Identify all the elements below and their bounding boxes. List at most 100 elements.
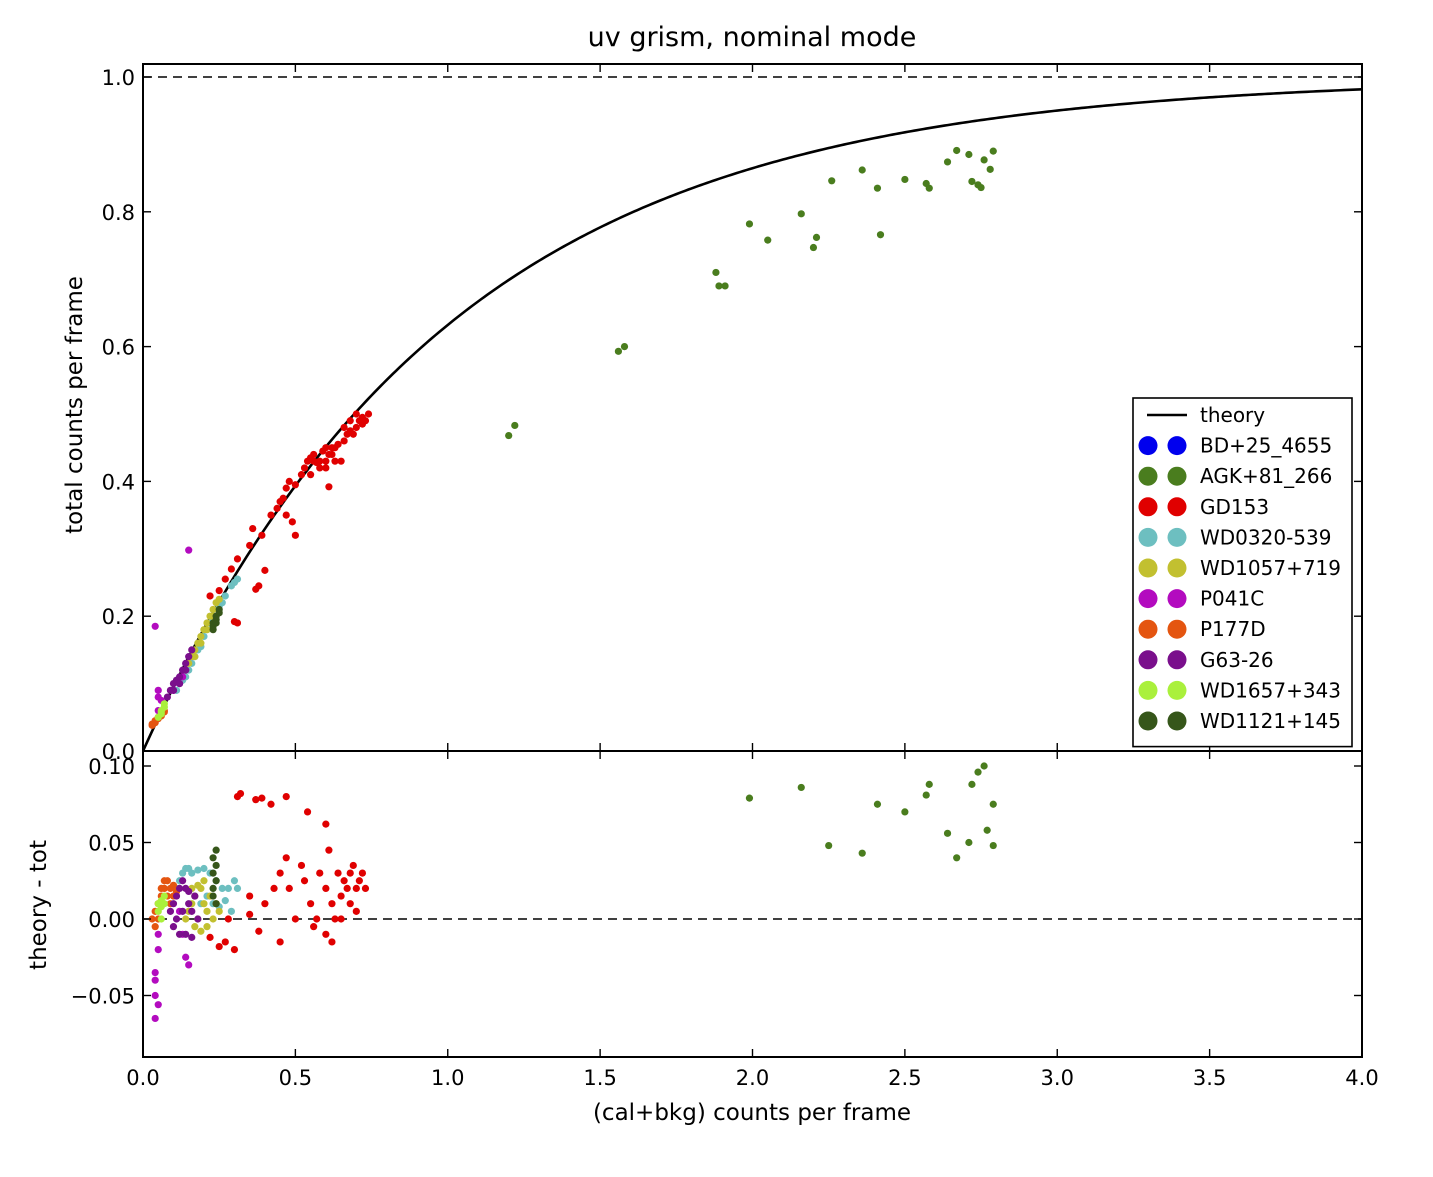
theory-curve bbox=[143, 88, 1362, 751]
data-point bbox=[316, 457, 324, 465]
data-point bbox=[511, 421, 519, 430]
x-tick-label: 3.0 bbox=[1041, 1066, 1074, 1090]
data-point bbox=[182, 953, 190, 961]
data-point bbox=[154, 930, 162, 938]
data-point bbox=[361, 884, 370, 893]
y-tick-label: 0.10 bbox=[88, 755, 135, 779]
data-point bbox=[307, 900, 315, 908]
legend-marker bbox=[1167, 527, 1187, 547]
data-point bbox=[325, 846, 333, 854]
data-point bbox=[209, 884, 217, 893]
x-tick-label: 3.5 bbox=[1193, 1066, 1226, 1090]
data-point bbox=[310, 923, 318, 931]
data-point bbox=[154, 900, 162, 908]
data-point bbox=[169, 686, 178, 694]
x-tick-label: 2.0 bbox=[736, 1066, 769, 1090]
data-point bbox=[230, 946, 239, 954]
legend-marker bbox=[1138, 558, 1158, 578]
data-point bbox=[614, 347, 623, 355]
data-point bbox=[175, 884, 184, 893]
data-point bbox=[797, 783, 805, 792]
data-point bbox=[151, 968, 159, 977]
data-point bbox=[212, 877, 220, 885]
legend-marker bbox=[1167, 436, 1187, 456]
data-point bbox=[200, 864, 208, 873]
data-point bbox=[230, 877, 239, 885]
y-tick-label: 0.00 bbox=[88, 908, 135, 932]
data-point bbox=[285, 477, 293, 485]
data-point bbox=[233, 619, 242, 627]
data-point bbox=[337, 915, 345, 923]
legend-label: GD153 bbox=[1200, 495, 1269, 519]
y-tick-label: 0.05 bbox=[88, 832, 135, 856]
data-point bbox=[172, 892, 181, 900]
data-point bbox=[258, 794, 266, 802]
y-tick-label: 1.0 bbox=[102, 66, 135, 90]
data-point bbox=[215, 605, 223, 614]
data-point bbox=[953, 854, 961, 862]
data-point bbox=[169, 881, 178, 889]
data-point bbox=[300, 877, 309, 885]
data-point bbox=[209, 915, 217, 923]
data-point bbox=[148, 721, 156, 729]
data-point bbox=[873, 800, 882, 808]
y-tick-label: 0.2 bbox=[102, 605, 135, 629]
data-point bbox=[925, 780, 933, 788]
data-point bbox=[233, 884, 242, 893]
data-point bbox=[352, 423, 360, 432]
data-point bbox=[227, 907, 235, 915]
x-tick-label: 1.0 bbox=[431, 1066, 464, 1090]
data-point bbox=[221, 938, 229, 946]
data-point bbox=[858, 166, 866, 174]
data-point bbox=[246, 541, 254, 550]
data-point bbox=[169, 900, 178, 908]
data-point bbox=[160, 877, 168, 885]
y-tick-label: 0.0 bbox=[102, 740, 135, 764]
data-point bbox=[331, 457, 339, 465]
legend-marker bbox=[1167, 650, 1187, 670]
data-point bbox=[825, 841, 833, 850]
data-point bbox=[151, 976, 159, 984]
data-point bbox=[307, 471, 315, 479]
data-point bbox=[858, 849, 866, 857]
data-point bbox=[322, 820, 330, 828]
data-point bbox=[215, 595, 223, 603]
data-point bbox=[965, 838, 973, 847]
data-point bbox=[182, 666, 190, 674]
data-point bbox=[974, 768, 982, 776]
data-point bbox=[221, 897, 229, 905]
data-point bbox=[182, 915, 190, 923]
legend-marker bbox=[1167, 497, 1187, 517]
data-point bbox=[797, 210, 805, 218]
data-point bbox=[182, 659, 190, 667]
data-point bbox=[218, 884, 226, 893]
data-point bbox=[175, 673, 184, 681]
legend-marker bbox=[1167, 619, 1187, 639]
data-point bbox=[261, 900, 269, 908]
data-point bbox=[316, 464, 324, 472]
data-point bbox=[334, 869, 342, 877]
data-point bbox=[282, 793, 290, 801]
data-point bbox=[246, 910, 254, 919]
data-point bbox=[340, 877, 348, 885]
data-point bbox=[291, 531, 299, 539]
data-point bbox=[322, 464, 330, 472]
data-point bbox=[206, 933, 214, 941]
data-point bbox=[343, 884, 351, 893]
data-point bbox=[246, 892, 254, 900]
data-point bbox=[154, 686, 162, 694]
data-point bbox=[191, 653, 199, 661]
data-point bbox=[346, 869, 354, 877]
data-point bbox=[925, 184, 933, 192]
legend-marker bbox=[1167, 589, 1187, 609]
data-point bbox=[355, 877, 363, 885]
data-point bbox=[255, 927, 263, 935]
data-point bbox=[273, 504, 281, 512]
legend-label: AGK+81_266 bbox=[1200, 464, 1332, 488]
data-point bbox=[876, 231, 885, 239]
data-point bbox=[182, 930, 190, 938]
data-point bbox=[291, 481, 299, 489]
data-point bbox=[185, 900, 193, 908]
legend-label: G63-26 bbox=[1200, 648, 1274, 672]
data-point bbox=[191, 892, 199, 900]
